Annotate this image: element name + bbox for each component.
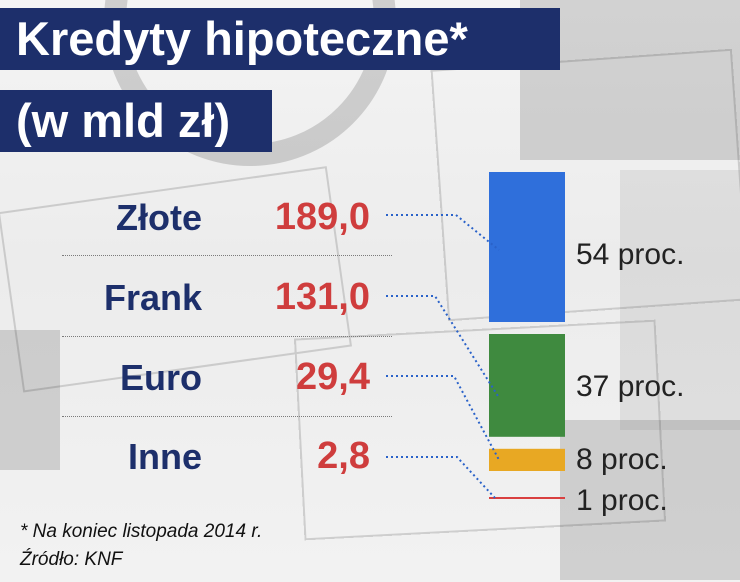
source-note: Źródło: KNF	[20, 549, 123, 570]
title-line-2: (w mld zł)	[0, 90, 272, 152]
row-divider	[62, 336, 392, 337]
value-label-inne: 2,8	[317, 435, 370, 477]
share-label-zlote: 54 proc.	[576, 238, 685, 271]
share-label-frank: 37 proc.	[576, 370, 685, 403]
bar-segment-euro	[489, 448, 565, 471]
title-line-1: Kredyty hipoteczne*	[0, 8, 560, 70]
row-divider	[62, 255, 392, 256]
bar-segment-frank	[489, 334, 565, 437]
value-label-euro: 29,4	[296, 356, 370, 398]
connector-inne	[386, 456, 496, 499]
connector-frank	[386, 295, 500, 399]
value-label-frank: 131,0	[274, 276, 370, 318]
category-label-inne: Inne	[127, 436, 202, 477]
row-divider	[62, 416, 392, 417]
connector-zlote	[386, 214, 500, 251]
share-label-inne: 1 proc.	[576, 484, 668, 517]
connector-euro	[386, 375, 500, 461]
category-label-frank: Frank	[103, 277, 202, 318]
category-label-euro: Euro	[119, 357, 202, 398]
footnote: * Na koniec listopada 2014 r.	[20, 521, 263, 542]
category-label-zlote: Złote	[116, 197, 202, 238]
value-label-zlote: 189,0	[274, 196, 370, 238]
bar-segment-zlote	[489, 172, 565, 322]
share-label-euro: 8 proc.	[576, 443, 668, 476]
